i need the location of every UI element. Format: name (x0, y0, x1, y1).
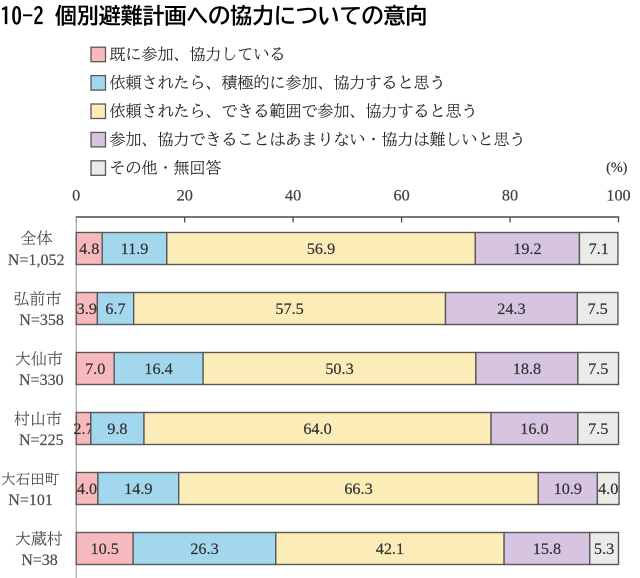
svg-text:7.5: 7.5 (587, 300, 607, 318)
svg-text:20: 20 (177, 187, 193, 205)
svg-text:7.0: 7.0 (85, 360, 105, 378)
svg-text:3.9: 3.9 (77, 300, 97, 318)
svg-text:10.5: 10.5 (91, 540, 119, 558)
svg-text:26.3: 26.3 (190, 540, 218, 558)
svg-text:66.3: 66.3 (344, 480, 372, 498)
svg-text:N=101: N=101 (8, 492, 53, 509)
svg-text:50.3: 50.3 (325, 360, 353, 378)
svg-text:7.5: 7.5 (588, 420, 608, 438)
svg-text:N=225: N=225 (19, 432, 64, 449)
svg-text:19.2: 19.2 (513, 240, 541, 258)
svg-text:18.8: 18.8 (513, 360, 541, 378)
svg-text:11.9: 11.9 (121, 240, 149, 258)
svg-text:14.9: 14.9 (124, 480, 152, 498)
svg-text:15.8: 15.8 (533, 540, 561, 558)
svg-text:60: 60 (394, 187, 410, 205)
svg-text:N=1,052: N=1,052 (8, 252, 65, 269)
svg-text:N=358: N=358 (19, 312, 64, 329)
svg-text:7.5: 7.5 (588, 360, 608, 378)
svg-text:9.8: 9.8 (107, 420, 127, 438)
svg-text:64.0: 64.0 (303, 420, 331, 438)
svg-text:10.9: 10.9 (554, 480, 582, 498)
svg-text:56.9: 56.9 (307, 240, 335, 258)
svg-text:5.3: 5.3 (594, 540, 614, 558)
svg-text:16.4: 16.4 (144, 360, 172, 378)
svg-text:(%): (%) (606, 160, 628, 176)
svg-text:N=330: N=330 (19, 372, 64, 389)
svg-text:0: 0 (72, 187, 80, 205)
svg-text:24.3: 24.3 (497, 300, 525, 318)
svg-text:6.7: 6.7 (105, 300, 125, 318)
svg-text:57.5: 57.5 (275, 300, 303, 318)
svg-text:2.7: 2.7 (73, 420, 93, 438)
svg-text:42.1: 42.1 (376, 540, 404, 558)
svg-text:7.1: 7.1 (589, 240, 609, 258)
svg-text:4.0: 4.0 (77, 480, 97, 498)
svg-text:40: 40 (285, 187, 301, 205)
svg-text:100: 100 (606, 187, 630, 205)
svg-text:16.0: 16.0 (520, 420, 548, 438)
svg-text:4.8: 4.8 (79, 240, 99, 258)
svg-text:N=38: N=38 (21, 552, 58, 569)
svg-text:80: 80 (502, 187, 518, 205)
svg-text:4.0: 4.0 (598, 480, 618, 498)
